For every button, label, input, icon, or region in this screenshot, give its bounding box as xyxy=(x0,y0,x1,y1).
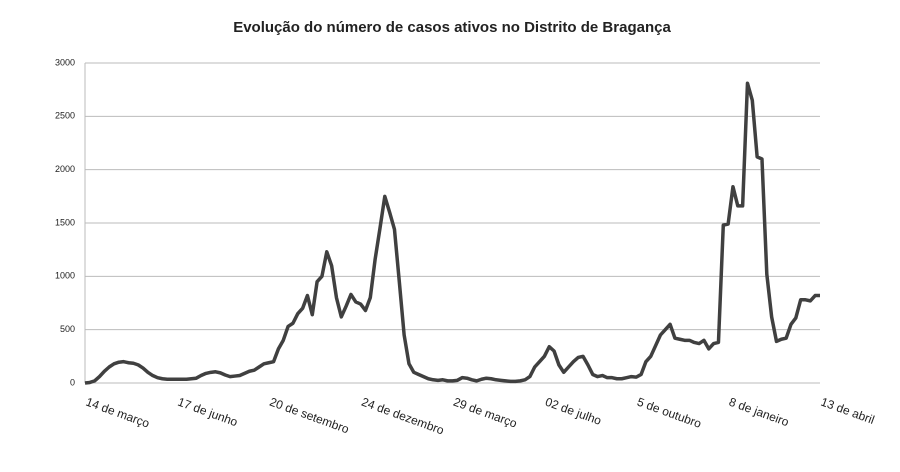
x-tick-label: 8 de janeiro xyxy=(727,395,791,430)
data-line xyxy=(84,81,820,385)
x-tick-label: 17 de junho xyxy=(176,395,240,430)
y-tick-label: 2500 xyxy=(55,111,75,121)
y-tick-label: 3000 xyxy=(55,57,75,67)
y-tick-label: 0 xyxy=(70,377,75,387)
x-tick-label: 02 de julho xyxy=(543,395,603,428)
y-tick-label: 1000 xyxy=(55,271,75,281)
x-tick-label: 13 de abril xyxy=(819,395,876,427)
x-tick-label: 14 de março xyxy=(84,395,152,431)
y-tick-label: 500 xyxy=(60,324,75,334)
x-tick-label: 24 de dezembro xyxy=(360,395,447,438)
y-tick-label: 1500 xyxy=(55,217,75,227)
x-tick-label: 5 de outubro xyxy=(635,395,703,431)
chart-title: Evolução do número de casos ativos no Di… xyxy=(233,19,671,36)
x-tick-label: 20 de setembro xyxy=(268,395,351,437)
x-tick-label: 29 de março xyxy=(451,395,519,431)
y-tick-label: 2000 xyxy=(55,164,75,174)
